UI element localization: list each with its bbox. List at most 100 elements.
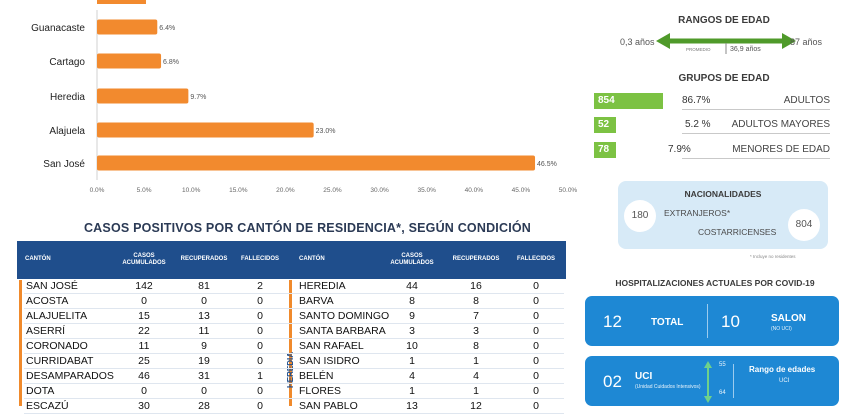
cell-deaths-right: 0 [533, 400, 539, 412]
age-group-row: 854 86.7% ADULTOS [594, 93, 834, 110]
age-group-pct: 7.9% [668, 144, 691, 155]
cell-canton-right: HEREDIA [299, 280, 346, 292]
cell-deaths-right: 0 [533, 385, 539, 397]
cell-recovered-right: 12 [470, 400, 482, 412]
age-group-count: 78 [594, 142, 616, 158]
cell-canton-left: SAN JOSÉ [26, 280, 78, 292]
cell-canton-right: BARVA [299, 295, 334, 307]
cell-canton-right: SAN ISIDRO [299, 355, 360, 367]
cell-cases-right: 3 [409, 325, 415, 337]
table-header: CANTÓN CASOS ACUMULADOS RECUPERADOS FALL… [17, 241, 566, 279]
cell-deaths-left: 0 [257, 340, 263, 352]
cell-recovered-left: 11 [198, 325, 210, 337]
cell-deaths-left: 0 [257, 310, 263, 322]
row-divider [24, 353, 564, 354]
cell-deaths-left: 0 [257, 295, 263, 307]
bar [97, 122, 314, 138]
cell-cases-right: 10 [406, 340, 418, 352]
cell-deaths-right: 0 [533, 325, 539, 337]
cell-canton-right: BELÉN [299, 370, 334, 382]
hospital-uci-label: UCI [635, 371, 653, 382]
cell-recovered-left: 0 [201, 295, 207, 307]
hospital-title: HOSPITALIZACIONES ACTUALES POR COVID-19 [615, 278, 815, 288]
x-tick-label: 0.0% [90, 187, 105, 194]
cell-recovered-right: 7 [473, 310, 479, 322]
age-group-label: ADULTOS [783, 95, 830, 106]
age-group-label: MENORES DE EDAD [732, 144, 830, 155]
bar [97, 155, 536, 171]
cell-canton-right: FLORES [299, 385, 342, 397]
cell-cases-left: 30 [138, 400, 150, 412]
cell-deaths-left: 1 [257, 370, 263, 382]
table-row: ESCAZÚ 30 28 0 SAN PABLO 13 12 0 [0, 399, 570, 414]
age-group-pct: 86.7% [682, 95, 711, 106]
hospital-divider [707, 304, 708, 338]
row-divider [24, 398, 564, 399]
local-label: COSTARRICENSES [698, 227, 777, 237]
age-group-pct: 5.2 % [685, 119, 711, 130]
cell-deaths-right: 0 [533, 355, 539, 367]
hospital-uci-sub: (Unidad Cuidados Intensivos) [635, 384, 701, 390]
bar [97, 19, 158, 35]
cell-deaths-left: 0 [257, 355, 263, 367]
x-tick-label: 35.0% [417, 187, 436, 194]
cell-canton-left: CURRIDABAT [26, 355, 94, 367]
header-cases-2: CASOS ACUMULADOS [390, 252, 434, 266]
x-tick-label: 50.0% [559, 187, 578, 194]
cell-canton-left: CORONADO [26, 340, 88, 352]
cell-recovered-right: 1 [473, 355, 479, 367]
cell-deaths-right: 0 [533, 310, 539, 322]
cell-canton-right: SAN PABLO [299, 400, 358, 412]
nationalities-title: NACIONALIDADES [684, 189, 762, 199]
cases-by-province-bar-chart: Guanacaste 6.4% Cartago 6.8% Heredia 9.7% Alaj… [31, 0, 578, 194]
table-row: ALAJUELITA 15 13 0 SANTO DOMINGO 9 7 0 [0, 309, 570, 324]
cell-recovered-right: 1 [473, 385, 479, 397]
cell-deaths-left: 0 [257, 325, 263, 337]
age-range-arrow [656, 33, 796, 54]
x-tick-label: 25.0% [323, 187, 342, 194]
row-divider [24, 383, 564, 384]
cell-deaths-right: 0 [533, 295, 539, 307]
x-tick-label: 20.0% [276, 187, 295, 194]
uci-age-min: 55 [719, 362, 726, 368]
hospital-total-label: TOTAL [651, 317, 684, 328]
cell-deaths-right: 0 [533, 370, 539, 382]
table-row: CORONADO 11 9 0 SAN RAFAEL 10 8 0 [0, 339, 570, 354]
x-tick-label: 5.0% [137, 187, 152, 194]
cell-cases-right: 8 [409, 295, 415, 307]
local-count: 804 [788, 209, 820, 241]
cell-recovered-left: 13 [198, 310, 210, 322]
header-cases-1: CASOS ACUMULADOS [122, 252, 166, 266]
header-canton-2: CANTÓN [299, 256, 325, 263]
foreign-label: EXTRANJEROS* [664, 208, 731, 218]
header-deaths-2: FALLECIDOS [516, 256, 555, 263]
x-tick-label: 30.0% [370, 187, 389, 194]
cell-canton-left: ACOSTA [26, 295, 69, 307]
table-row: DOTA 0 0 0 FLORES 1 1 0 [0, 384, 570, 399]
cell-recovered-left: 81 [198, 280, 210, 292]
uci-age-max: 64 [719, 390, 726, 396]
cell-canton-right: SANTO DOMINGO [299, 310, 390, 322]
cell-deaths-left: 0 [257, 400, 263, 412]
x-tick-label: 10.0% [182, 187, 201, 194]
age-group-underline [682, 158, 830, 159]
cell-cases-left: 11 [138, 340, 150, 352]
uci-age-range-sub: UCI [779, 378, 790, 384]
hospital-salon-value: 10 [721, 312, 740, 331]
cell-recovered-right: 8 [473, 295, 479, 307]
cell-recovered-left: 19 [198, 355, 210, 367]
bar [97, 88, 189, 104]
age-group-row: 52 5.2 % ADULTOS MAYORES [594, 117, 834, 134]
age-max: 87 años [790, 37, 823, 47]
x-tick-label: 45.0% [512, 187, 531, 194]
table-title: CASOS POSITIVOS POR CANTÓN DE RESIDENCIA… [83, 221, 532, 235]
cell-recovered-right: 8 [473, 340, 479, 352]
row-divider [24, 323, 564, 324]
age-group-count: 854 [594, 93, 663, 109]
bar-value-label: 6.8% [163, 59, 179, 66]
cell-deaths-left: 2 [257, 280, 263, 292]
cell-cases-left: 0 [141, 295, 147, 307]
bar-value-label: 23.0% [316, 128, 336, 135]
cell-recovered-right: 4 [473, 370, 479, 382]
row-divider [24, 368, 564, 369]
